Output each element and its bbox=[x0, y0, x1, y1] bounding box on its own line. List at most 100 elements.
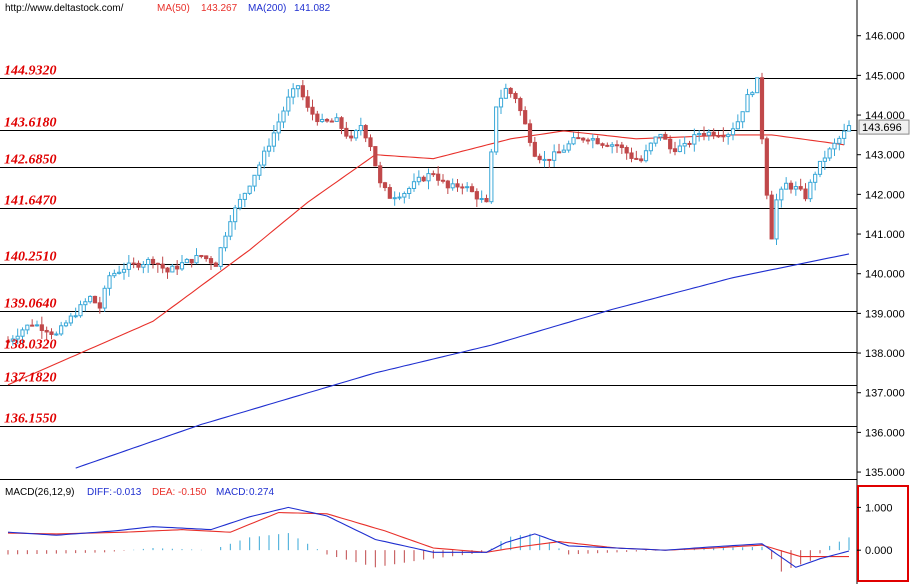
candle-up bbox=[498, 97, 504, 108]
y-tick-label: 136.000 bbox=[865, 427, 905, 439]
candle-down bbox=[663, 133, 668, 140]
candle-up bbox=[740, 111, 745, 123]
candle-down bbox=[5, 340, 11, 343]
candle-down bbox=[595, 138, 600, 145]
macd-hist-value: 0.274 bbox=[249, 487, 275, 498]
candle-up bbox=[34, 324, 40, 327]
candle-up bbox=[237, 198, 243, 209]
ma50-label: MA(50) bbox=[157, 3, 190, 14]
candle-up bbox=[179, 262, 185, 270]
candle-up bbox=[218, 247, 223, 267]
candle-up bbox=[832, 142, 837, 150]
candle-up bbox=[83, 301, 88, 306]
candle-down bbox=[532, 141, 537, 157]
candle-down bbox=[421, 176, 426, 182]
candle-down bbox=[436, 173, 441, 181]
candle-up bbox=[561, 149, 566, 153]
candle-up bbox=[112, 272, 117, 277]
source-url[interactable]: http://www.deltastock.com/ bbox=[5, 3, 124, 14]
candle-up bbox=[291, 88, 296, 98]
candle-up bbox=[450, 183, 455, 189]
level-labels: 144.9320 143.6180 142.6850 141.6470 140.2510… bbox=[4, 64, 57, 427]
candle-down bbox=[189, 258, 194, 264]
candle-down bbox=[668, 138, 673, 150]
candle-up bbox=[813, 173, 818, 183]
candle-down bbox=[701, 133, 707, 136]
candle-down bbox=[547, 158, 552, 161]
candle-down bbox=[484, 198, 489, 203]
candle-up bbox=[552, 151, 557, 161]
candle-up bbox=[228, 221, 233, 237]
candle-down bbox=[97, 302, 102, 309]
candle-down bbox=[523, 110, 528, 125]
ma50-value: 143.267 bbox=[201, 3, 238, 14]
candle-up bbox=[837, 137, 842, 144]
candle-down bbox=[199, 254, 204, 257]
candle-down bbox=[537, 155, 542, 161]
candle-up bbox=[677, 145, 682, 153]
candle-up bbox=[648, 142, 653, 152]
macd-dea-label: DEA: bbox=[152, 487, 176, 498]
candle-up bbox=[590, 138, 595, 141]
candle-up bbox=[334, 117, 339, 122]
candle-down bbox=[639, 158, 644, 162]
candle-up bbox=[730, 128, 736, 136]
candle-down bbox=[175, 265, 180, 270]
candle-down bbox=[431, 173, 436, 176]
candle-down bbox=[764, 138, 769, 196]
candle-down bbox=[556, 151, 562, 154]
candle-up bbox=[808, 181, 813, 200]
candle-up bbox=[54, 333, 59, 336]
candle-up bbox=[827, 148, 832, 159]
y-tick-label: 144.000 bbox=[865, 110, 905, 122]
candle-down bbox=[600, 143, 605, 146]
candle-up bbox=[262, 150, 267, 166]
candle-up bbox=[194, 254, 199, 264]
candle-up bbox=[184, 258, 189, 264]
y-tick-label: 141.000 bbox=[865, 229, 905, 241]
candle-up bbox=[542, 158, 547, 161]
candle-down bbox=[344, 127, 349, 137]
candle-up bbox=[735, 121, 740, 130]
candle-up bbox=[610, 144, 615, 147]
candle-up bbox=[170, 265, 175, 273]
candle-down bbox=[30, 324, 35, 327]
macd-title: MACD(26,12,9) bbox=[5, 487, 75, 498]
candle-up bbox=[63, 322, 69, 327]
candle-up bbox=[416, 176, 421, 183]
candle-down bbox=[150, 258, 156, 264]
candle-down bbox=[329, 120, 334, 123]
ma200-value: 141.082 bbox=[294, 3, 331, 14]
candle-down bbox=[581, 137, 586, 141]
candle-down bbox=[585, 139, 591, 142]
candle-down bbox=[721, 135, 726, 138]
candle-up bbox=[846, 125, 852, 132]
candle-down bbox=[49, 331, 54, 335]
candle-down bbox=[368, 137, 373, 148]
candle-up bbox=[494, 106, 499, 153]
candle-up bbox=[233, 207, 238, 223]
macd-axis-highlight bbox=[857, 485, 909, 582]
candle-up bbox=[102, 287, 107, 309]
candle-down bbox=[315, 113, 320, 123]
candle-up bbox=[257, 164, 262, 176]
candle-down bbox=[310, 106, 315, 115]
candle-down bbox=[798, 186, 803, 190]
candle-down bbox=[160, 263, 165, 269]
candle-up bbox=[353, 130, 359, 139]
candle-up bbox=[726, 134, 731, 137]
candle-down bbox=[513, 92, 518, 100]
macd-diff-value: -0.013 bbox=[113, 487, 142, 498]
candle-up bbox=[407, 187, 412, 194]
candle-up bbox=[692, 134, 697, 145]
candle-down bbox=[455, 183, 460, 188]
level-label: 141.6470 bbox=[4, 194, 57, 209]
candle-up bbox=[774, 199, 779, 240]
candle-up bbox=[426, 173, 431, 182]
level-label: 140.2510 bbox=[4, 250, 57, 265]
macd-tick-label: 1.000 bbox=[865, 502, 893, 514]
candle-down bbox=[634, 157, 639, 160]
candle-up bbox=[479, 198, 484, 201]
